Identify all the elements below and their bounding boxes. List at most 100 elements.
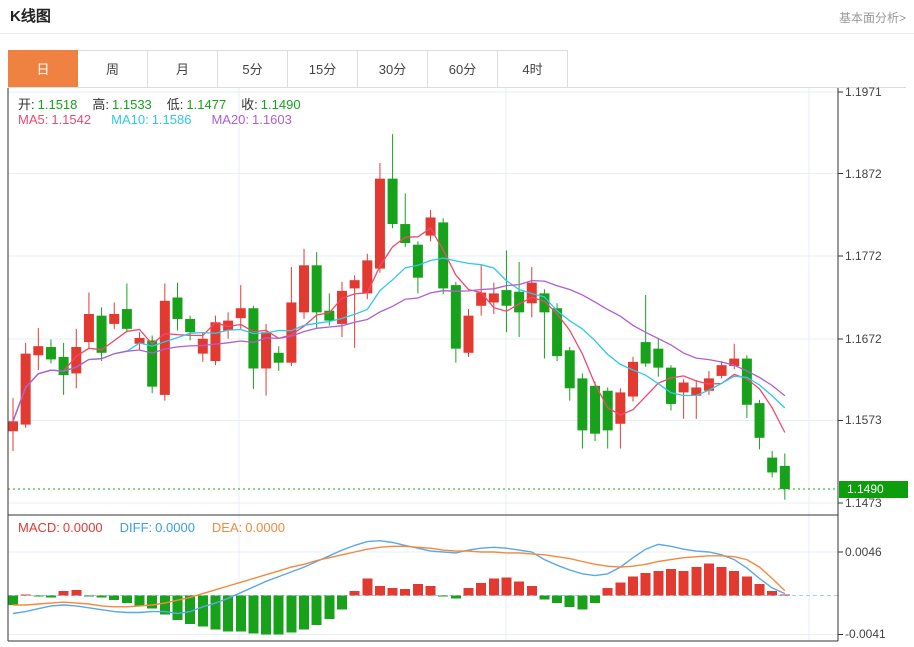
macd-bar (261, 595, 272, 635)
macd-bar (83, 595, 94, 597)
macd-bar (653, 570, 664, 596)
candle-body (349, 280, 360, 289)
candle-body (324, 310, 335, 321)
macd-bar (640, 572, 651, 596)
candle-body (248, 308, 259, 369)
tab-30分[interactable]: 30分 (358, 50, 428, 87)
candle-body (121, 309, 132, 329)
candle-body (400, 224, 411, 244)
tab-15分[interactable]: 15分 (288, 50, 358, 87)
ma-legend-ma20: MA20: 1.1603 (211, 112, 292, 127)
page-title: K线图 (10, 8, 51, 25)
candle-body (779, 465, 790, 489)
macd-bar (488, 578, 499, 596)
macd-bar (362, 578, 373, 596)
candle-body (754, 403, 765, 438)
macd-bar (665, 569, 676, 596)
macd-bar (501, 577, 512, 596)
candle-body (83, 314, 94, 343)
candle-body (691, 387, 702, 396)
candle-body (514, 291, 525, 313)
macd-bar (121, 595, 132, 604)
macd-bar (514, 581, 525, 596)
candle-body (33, 346, 44, 356)
candle-body (438, 222, 449, 289)
y-axis-label: 0.0046 (845, 545, 882, 559)
macd-bar (577, 595, 588, 610)
candle-body (362, 260, 373, 294)
tab-月[interactable]: 月 (148, 50, 218, 87)
candle-body (159, 300, 170, 395)
y-axis-label: -0.0041 (845, 627, 886, 642)
candle-body (501, 290, 512, 306)
candle-body (767, 457, 778, 473)
macd-bar (590, 595, 601, 604)
candle-body (197, 338, 208, 354)
y-axis-label: 1.1672 (845, 331, 882, 346)
candle-body (58, 356, 69, 376)
macd-bar (539, 595, 550, 600)
macd-bar (349, 590, 360, 596)
candle-body (299, 265, 310, 313)
candle-body (552, 308, 563, 357)
y-axis-label: 1.1971 (845, 85, 882, 99)
macd-legend: MACD: 0.0000 DIFF: 0.0000 DEA: 0.0000 (18, 520, 285, 535)
ma-legend-ma10: MA10: 1.1586 (111, 112, 192, 127)
macd-bar (223, 595, 234, 632)
tab-周[interactable]: 周 (78, 50, 148, 87)
macd-bar (691, 567, 702, 596)
tab-5分[interactable]: 5分 (218, 50, 288, 87)
macd-bar (299, 595, 310, 630)
candle-body (109, 314, 120, 324)
macd-bar (311, 595, 322, 625)
macd-bar (58, 590, 69, 596)
candle-body (653, 348, 664, 368)
candle-body (425, 217, 436, 236)
tab-4时[interactable]: 4时 (498, 50, 568, 87)
candle-body (261, 332, 272, 369)
candle-body (185, 318, 196, 333)
macd-bar (273, 595, 284, 635)
ohlc-legend-close: 收: 1.1490 (241, 97, 301, 112)
macd-bar (438, 595, 449, 597)
macd-bar (564, 595, 575, 607)
candle-body (96, 315, 107, 353)
macd-bar (8, 595, 18, 605)
macd-bar (463, 587, 474, 596)
macd-bar (767, 590, 778, 596)
macd-bar (374, 586, 385, 596)
candle-body (311, 265, 322, 313)
macd-legend-dea: DEA: 0.0000 (211, 520, 286, 535)
macd-bar (96, 595, 107, 598)
candle-body (45, 347, 56, 360)
y-axis-label: 1.1473 (845, 496, 882, 510)
ma5-line (12, 227, 786, 433)
macd-bar (197, 595, 208, 627)
tab-日[interactable]: 日 (8, 50, 78, 87)
candle-body (716, 365, 727, 376)
ma-legend-ma5: MA5: 1.1542 (18, 112, 92, 127)
tab-60分[interactable]: 60分 (428, 50, 498, 87)
dea-line (13, 545, 786, 608)
ohlc-legend-low: 低: 1.1477 (166, 97, 227, 112)
ma10-line (12, 257, 786, 422)
candle-body (273, 352, 284, 363)
candle-body (741, 358, 752, 405)
candle-body (640, 342, 651, 364)
macd-bar (703, 563, 714, 596)
candle-body (8, 421, 18, 432)
macd-bar (552, 595, 563, 604)
macd-bar (425, 586, 436, 596)
y-axis-label: 1.1872 (845, 166, 882, 181)
fundamental-analysis-link[interactable]: 基本面分析> (838, 11, 906, 25)
candle-body (463, 315, 474, 353)
candle-body (678, 382, 689, 393)
candle-body (71, 347, 82, 374)
candle-body (665, 367, 676, 404)
candle-body (729, 358, 740, 366)
macd-bar (33, 595, 44, 597)
macd-bar (147, 595, 158, 609)
last-price-badge: 1.1490 (839, 480, 908, 498)
macd-bar (286, 595, 297, 633)
